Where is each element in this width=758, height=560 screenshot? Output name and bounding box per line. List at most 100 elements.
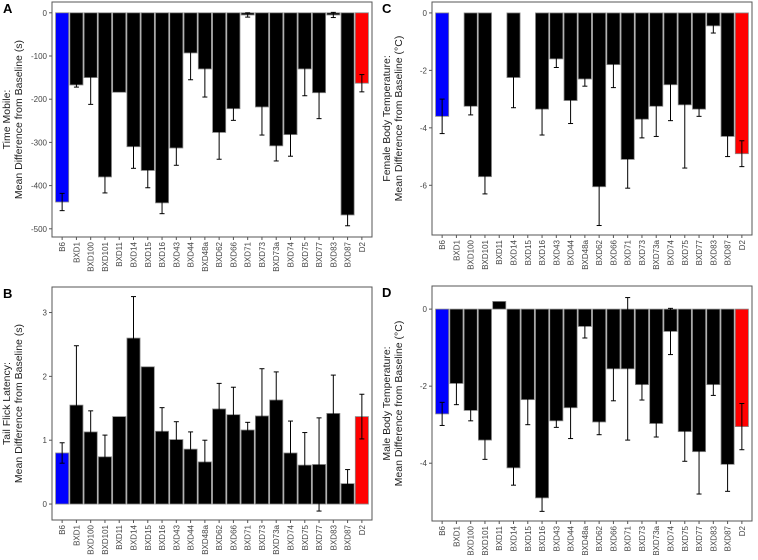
x-tick-label: BXD66 (229, 241, 238, 267)
x-tick-label: BXD101 (101, 524, 110, 554)
x-tick-label: BXD66 (609, 525, 618, 551)
x-tick-label: BXD14 (510, 239, 519, 265)
y-tick-label: 0 (43, 9, 48, 18)
panel-letter: B (3, 286, 12, 301)
bar-bxd73a (649, 308, 664, 424)
x-tick-label: BXD15 (144, 241, 153, 267)
bar-b6 (435, 308, 450, 415)
x-tick-label: BXD15 (524, 239, 533, 265)
x-tick-label: BXD14 (130, 241, 139, 267)
x-tick-label: BXD77 (695, 525, 704, 551)
x-tick-label: BXD1 (452, 239, 461, 260)
x-tick-label: BXD71 (244, 241, 253, 267)
y-tick-label: -100 (31, 52, 48, 61)
x-tick-label: BXD83 (329, 524, 338, 550)
bar-bxd101 (97, 12, 112, 178)
x-tick-label: D2 (738, 525, 747, 536)
bar-bxd100 (463, 308, 478, 411)
bar-bxd62 (592, 308, 607, 423)
x-tick-label: BXD43 (172, 524, 181, 550)
y-tick-label: -200 (31, 95, 48, 104)
y-tick-label: 0 (43, 500, 48, 509)
bar-bxd11 (492, 301, 507, 310)
x-tick-label: BXD101 (101, 241, 110, 271)
y-axis-label-line: Female Body Temperature: (381, 55, 393, 181)
plot-frame (51, 286, 373, 521)
x-tick-label: BXD83 (709, 239, 718, 265)
bar-bxd83 (706, 308, 721, 386)
x-tick-label: BXD43 (172, 241, 181, 267)
x-tick-label: BXD62 (595, 239, 604, 265)
y-axis-label: Time Mobile:Mean Difference from Baselin… (1, 40, 25, 199)
x-tick-label: BXD87 (724, 239, 733, 265)
x-tick-label: BXD73 (258, 241, 267, 267)
bar-bxd73a (269, 12, 284, 147)
x-tick-label: BXD11 (115, 524, 124, 549)
bar-d2 (734, 12, 749, 155)
x-tick-label: BXD66 (609, 239, 618, 265)
x-tick-label: BXD16 (538, 525, 547, 551)
bar-bxd100 (463, 12, 478, 107)
y-tick-label: 1 (43, 436, 48, 445)
y-tick-label: -6 (420, 181, 428, 190)
x-tick-label: BXD74 (667, 525, 676, 551)
bar-bxd43 (549, 308, 564, 422)
y-axis-label-line: Mean Difference from Baseline (°C) (393, 321, 405, 487)
panel-c: C Female Body Temperature:Mean Difference… (381, 1, 753, 270)
x-tick-label: BXD71 (244, 524, 253, 550)
y-axis-label-line: Mean Difference from Baseline (°C) (393, 36, 405, 202)
x-tick-label: BXD74 (287, 524, 296, 550)
x-tick-label: BXD15 (144, 524, 153, 550)
y-tick-label: -4 (420, 459, 428, 468)
x-tick-label: BXD48a (581, 239, 590, 269)
x-tick-label: BXD1 (452, 525, 461, 546)
bar-bxd11 (112, 416, 127, 505)
bar-bxd43 (169, 12, 184, 149)
x-tick-label: BXD11 (115, 241, 124, 266)
x-tick-label: BXD87 (724, 525, 733, 551)
x-tick-label: BXD74 (667, 239, 676, 265)
x-tick-label: BXD73 (638, 525, 647, 551)
x-tick-label: BXD100 (467, 239, 476, 269)
x-tick-label: BXD16 (158, 524, 167, 550)
bar-bxd48a (577, 12, 592, 80)
bar-bxd16 (155, 12, 170, 204)
x-tick-label: BXD87 (344, 241, 353, 267)
x-tick-label: BXD100 (467, 525, 476, 555)
x-tick-label: BXD15 (524, 525, 533, 551)
bar-bxd101 (477, 12, 492, 178)
bar-bxd66 (226, 12, 241, 110)
y-tick-label: -4 (420, 124, 428, 133)
bar-b6 (55, 12, 70, 203)
panel-letter: A (3, 1, 13, 16)
x-tick-label: BXD43 (552, 525, 561, 551)
panel-letter: D (382, 285, 391, 300)
y-tick-label: 0 (423, 9, 428, 18)
bar-bxd14 (506, 308, 521, 469)
y-axis-label-line: Tail Flick Latency: (1, 362, 13, 445)
x-tick-label: BXD100 (87, 241, 96, 271)
x-tick-label: BXD44 (187, 241, 196, 267)
x-tick-label: BXD14 (130, 524, 139, 550)
x-tick-label: BXD75 (681, 525, 690, 551)
plot-frame (431, 1, 753, 236)
x-tick-label: BXD73a (652, 525, 661, 555)
panel-letter: C (382, 1, 392, 16)
x-tick-label: BXD44 (567, 239, 576, 265)
x-tick-label: BXD77 (315, 524, 324, 550)
y-tick-label: 0 (423, 305, 428, 314)
panel-a: A Time Mobile:Mean Difference from Baseli… (1, 1, 373, 272)
x-tick-label: BXD11 (495, 239, 504, 264)
x-tick-label: BXD43 (552, 239, 561, 265)
x-tick-label: BXD44 (567, 525, 576, 551)
x-tick-label: D2 (358, 524, 367, 535)
x-tick-label: BXD71 (624, 525, 633, 551)
x-tick-label: BXD77 (695, 239, 704, 265)
bar-bxd87 (340, 12, 355, 216)
x-tick-label: BXD83 (329, 241, 338, 267)
y-tick-label: -300 (31, 138, 48, 147)
x-tick-label: BXD101 (481, 525, 490, 555)
y-tick-label: 3 (43, 309, 48, 318)
x-tick-label: B6 (438, 239, 447, 249)
x-tick-label: BXD66 (229, 524, 238, 550)
